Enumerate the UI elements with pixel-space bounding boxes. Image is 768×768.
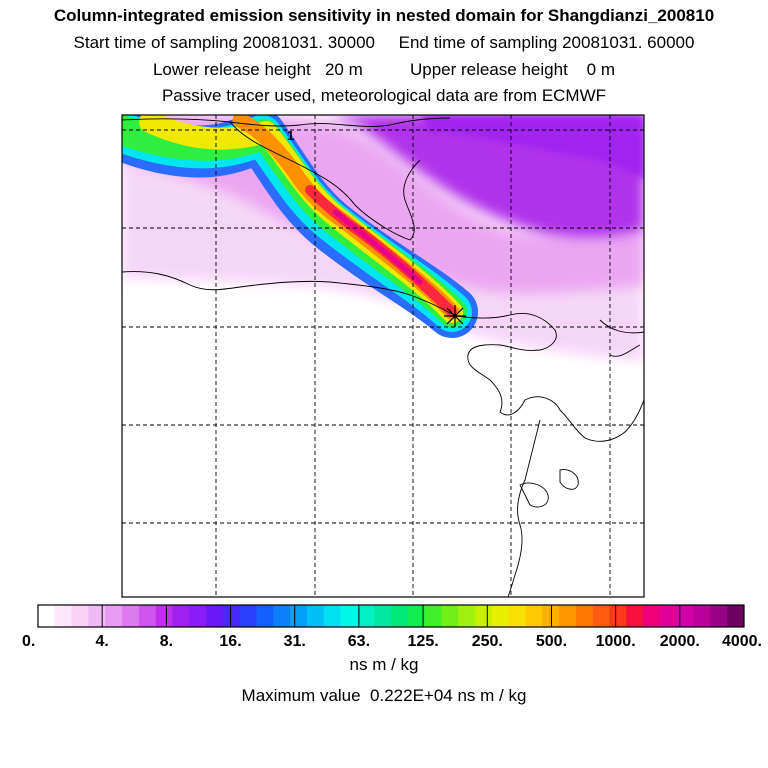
colorbar-swatch (491, 605, 510, 627)
colorbar-swatch (38, 605, 56, 627)
maximum-value-line: Maximum value 0.222E+04 ns m / kg (241, 686, 527, 705)
colorbar-swatch (407, 605, 426, 627)
colorbar-swatch (374, 605, 392, 627)
colorbar-tick-label: 125. (408, 633, 439, 650)
colorbar-swatch (693, 605, 711, 627)
coastlines (122, 117, 644, 597)
colorbar-swatch (206, 605, 224, 627)
colorbar-swatch (306, 605, 325, 627)
tracer-info-line: Passive tracer used, meteorological data… (161, 86, 607, 105)
sensitivity-field-violet (420, 115, 644, 180)
colorbar-swatch (138, 605, 157, 627)
colorbar-swatch (458, 605, 476, 627)
colorbar-swatch (105, 605, 123, 627)
colorbar-units-label: ns m / kg (349, 655, 419, 674)
border-line-far-east (599, 319, 644, 357)
chart-title: Column-integrated emission sensitivity i… (53, 6, 715, 25)
lat-lon-grid (122, 115, 644, 597)
colorbar-swatch (189, 605, 207, 627)
colorbar-swatch (172, 605, 190, 627)
colorbar-swatch (239, 605, 257, 627)
colorbar-swatch (340, 605, 358, 627)
colorbar-swatch (256, 605, 274, 627)
colorbar-swatch (391, 605, 409, 627)
colorbar-swatch (88, 605, 106, 627)
colorbar-swatch (424, 605, 442, 627)
colorbar-swatch (643, 605, 661, 627)
colorbar-tick-label: 500. (536, 633, 567, 650)
coastline-east (455, 313, 644, 442)
colorbar-tick-label: 250. (472, 633, 503, 650)
colorbar (37, 604, 745, 628)
colorbar-swatch (575, 605, 594, 627)
border-line-inner (229, 121, 421, 241)
colorbar-tick-label: 0. (22, 633, 35, 650)
coastline-peninsula (507, 419, 541, 597)
colorbar-swatch (222, 605, 241, 627)
plume-contour-label: 1 (287, 128, 294, 143)
colorbar-swatch (525, 605, 543, 627)
colorbar-swatch (54, 605, 73, 627)
colorbar-swatch (659, 605, 678, 627)
colorbar-tick-label: 8. (160, 633, 173, 650)
colorbar-swatch (508, 605, 526, 627)
colorbar-frame (37, 604, 745, 628)
colorbar-swatch (155, 605, 173, 627)
colorbar-swatch (290, 605, 308, 627)
colorbar-tick-label: 16. (219, 633, 241, 650)
colorbar-swatch (122, 605, 140, 627)
colorbar-tick-label: 4000. (722, 633, 762, 650)
colorbar-swatch (727, 605, 745, 627)
colorbar-swatch (441, 605, 459, 627)
colorbar-tick-label: 4. (96, 633, 109, 650)
colorbar-swatch (609, 605, 627, 627)
colorbar-tick-label: 31. (284, 633, 306, 650)
colorbar-swatch (323, 605, 341, 627)
colorbar-tick-labels: 0. 4. 8. 16. 31. 63. 125. 250. 500. 1000. 2000. 400… (22, 633, 762, 650)
colorbar-tick-label: 63. (348, 633, 370, 650)
colorbar-swatch (273, 605, 291, 627)
colorbar-swatch (542, 605, 560, 627)
border-line-north (122, 117, 451, 127)
border-line-south (122, 271, 457, 317)
sampling-time-line: Start time of sampling 20081031. 30000 E… (73, 33, 695, 52)
colorbar-swatch (71, 605, 89, 627)
colorbar-swatch (559, 605, 577, 627)
colorbar-swatch (676, 605, 694, 627)
plume-core-magenta (332, 209, 423, 285)
map-panel: 1 (122, 115, 644, 597)
colorbar-swatch (626, 605, 644, 627)
release-height-line: Lower release height 20 m Upper release … (152, 60, 616, 79)
colorbar-tick-label: 2000. (660, 633, 700, 650)
colorbar-swatch (475, 605, 493, 627)
colorbar-swatch (357, 605, 375, 627)
colorbar-swatch (592, 605, 610, 627)
receptor-star-marker (444, 305, 466, 327)
colorbar-swatch (710, 605, 728, 627)
colorbar-tick-label: 1000. (596, 633, 636, 650)
coastline-islands (519, 469, 579, 508)
map-frame (121, 114, 645, 598)
